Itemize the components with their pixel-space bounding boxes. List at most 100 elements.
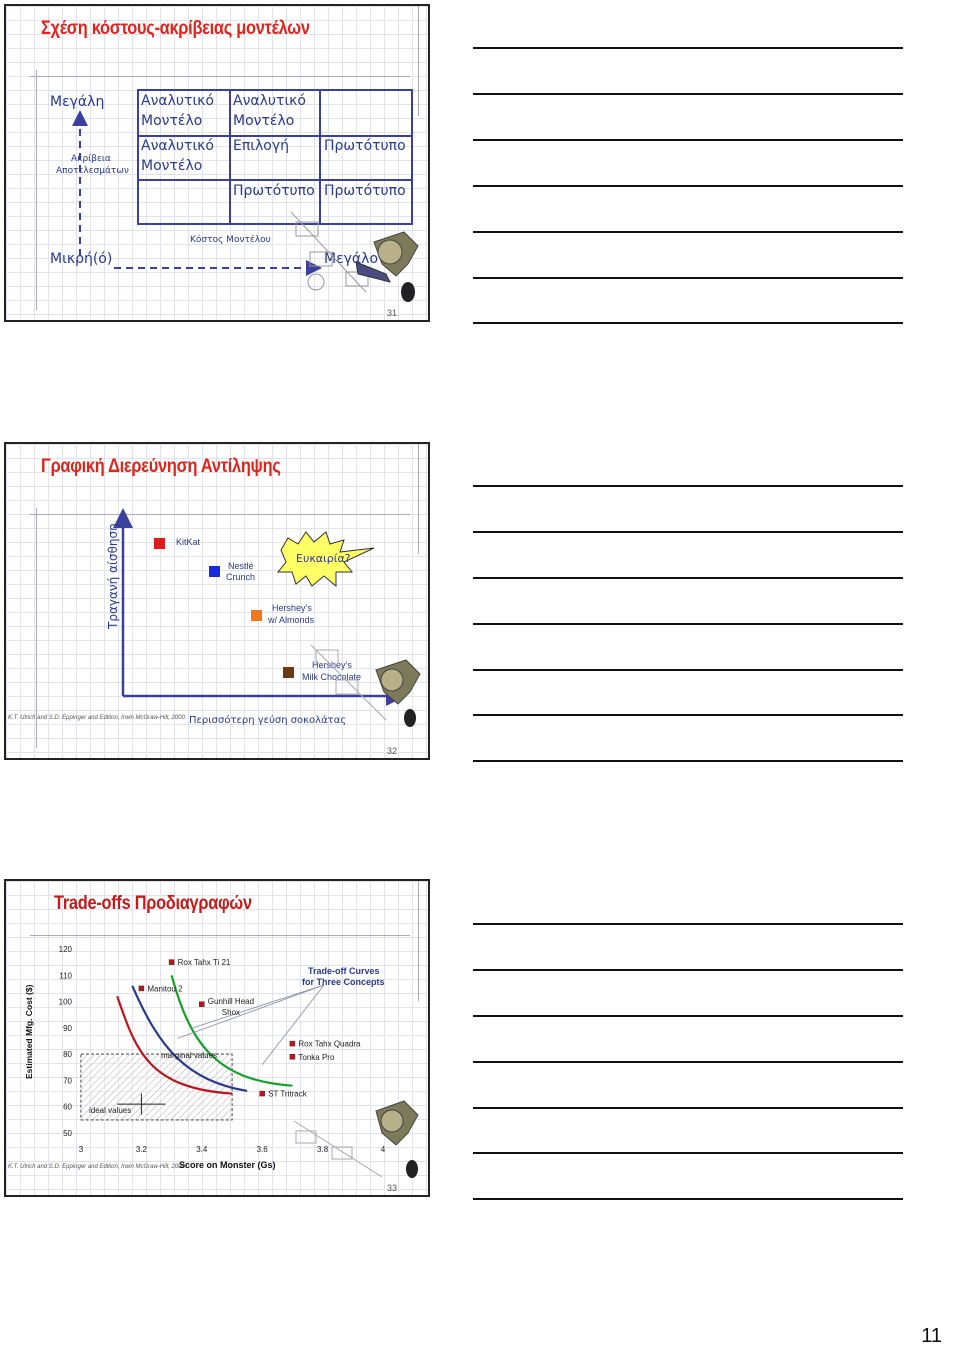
x-tick-label: 4 — [381, 1145, 386, 1154]
data-point-label: Manitou 2 — [147, 984, 183, 993]
hershey-almonds-label-2: w/ Almonds — [268, 615, 315, 625]
tradeoff-annotation-line2: for Three Concepts — [302, 977, 385, 987]
decor-line — [30, 935, 410, 936]
slide-title: Trade-offs Προδιαγραφών — [54, 893, 252, 914]
x-axis-label: Κόστος Μοντέλου — [190, 235, 271, 245]
slide-number: 31 — [387, 308, 398, 318]
decor-line — [30, 76, 410, 77]
note-line — [473, 185, 903, 187]
note-line — [473, 1198, 903, 1200]
note-line — [473, 577, 903, 579]
decor-line — [30, 514, 410, 515]
decor-line — [418, 444, 419, 554]
ideal-values-label: ideal values — [89, 1106, 132, 1115]
ideal-region — [80, 1053, 233, 1121]
hershey-milk-label-1: Hershey’s — [312, 660, 352, 670]
y-tick-label: 100 — [59, 998, 73, 1007]
slide-number: 32 — [387, 746, 398, 756]
x-tick-label: 3 — [79, 1145, 84, 1154]
x-high-label: Μεγάλο — [324, 251, 379, 267]
note-line — [473, 1107, 903, 1109]
cell-r1c2-line1: Αναλυτικό — [233, 93, 306, 109]
note-line — [473, 1152, 903, 1154]
y-axis-label-1: Ακρίβεια — [71, 154, 111, 164]
note-line — [473, 923, 903, 925]
y-tick-label: 90 — [63, 1024, 72, 1033]
data-point-label: Tonka Pro — [298, 1053, 335, 1062]
cell-r1c1-line2: Μοντέλο — [141, 113, 203, 129]
note-line — [473, 93, 903, 95]
cell-r2c1-line1: Αναλυτικό — [141, 138, 214, 154]
annotation-leader-line — [177, 984, 325, 1039]
x-tick-label: 3.8 — [317, 1145, 329, 1154]
data-point-label: ST Tritrack — [268, 1090, 308, 1099]
tradeoff-curve-navy — [131, 985, 248, 1093]
decor-line — [418, 6, 419, 116]
note-line — [473, 231, 903, 233]
y-tick-label: 80 — [63, 1050, 72, 1059]
callout-text: Ευκαιρία? — [296, 552, 351, 565]
cell-r1c2-line2: Μοντέλο — [233, 113, 295, 129]
note-line — [473, 760, 903, 762]
y-tick-label: 110 — [59, 971, 72, 980]
cell-r3c2: Πρωτότυπο — [233, 183, 315, 199]
y-tick-label: 120 — [59, 945, 73, 954]
page-number: 11 — [921, 1325, 942, 1347]
note-line — [473, 969, 903, 971]
slide-title: Γραφική Διερεύνηση Αντίληψης — [41, 456, 281, 477]
citation: K.T. Ulrich and S.D. Eppinger and Editio… — [8, 1164, 187, 1170]
note-line — [473, 139, 903, 141]
tradeoff-chart: 120 110 100 90 80 70 60 50 3 3.2 3.4 3.6 3.8 4 Rox Tah… — [59, 945, 386, 1154]
cell-r2c2: Επιλογή — [233, 138, 290, 154]
slide-32: Γραφική Διερεύνηση Αντίληψης Τραγανή αίσ… — [4, 442, 430, 760]
x-tick-label: 3.6 — [257, 1145, 269, 1154]
decor-line — [36, 70, 37, 310]
data-point — [138, 985, 145, 992]
nestle-crunch-marker — [209, 566, 220, 577]
data-point-label-line2: Shox — [222, 1008, 240, 1017]
x-axis-label: Περισσότερη γεύση σοκολάτας — [189, 715, 347, 726]
data-point — [199, 1001, 205, 1007]
x-tick-label: 3.4 — [196, 1145, 208, 1154]
note-line — [473, 1015, 903, 1017]
nestle-label-2: Crunch — [226, 572, 256, 582]
suspension-sketch-image — [310, 644, 421, 727]
data-point — [259, 1090, 265, 1097]
hershey-almonds-marker — [251, 610, 262, 621]
note-line — [473, 623, 903, 625]
tradeoff-curve-red — [116, 995, 233, 1095]
nestle-label-1: Nestlé — [228, 561, 254, 571]
perception-axes — [113, 508, 406, 706]
ideal-region-shade — [81, 1054, 232, 1120]
note-line — [473, 485, 903, 487]
y-axis-label: Τραγανή αίσθηση — [106, 523, 120, 629]
hershey-almonds-label-1: Hershey’s — [272, 603, 312, 613]
annotation-leader-line — [192, 984, 325, 1029]
decor-line — [418, 881, 419, 1001]
slide-title: Σχέση κόστους-ακρίβειας μοντέλων — [41, 18, 310, 39]
marginal-values-label: marginal values — [161, 1051, 218, 1060]
note-line — [473, 714, 903, 716]
data-point-label: Rox Tahx Ti 21 — [178, 958, 231, 967]
y-tick-label: 60 — [63, 1103, 72, 1112]
x-tick-label: 3.2 — [136, 1145, 148, 1154]
note-line — [473, 531, 903, 533]
suspension-sketch-image — [290, 211, 419, 302]
note-line — [473, 1061, 903, 1063]
note-line — [473, 669, 903, 671]
tradeoff-curve-green — [170, 974, 293, 1087]
cell-r2c3: Πρωτότυπο — [324, 138, 406, 154]
suspension-sketch-image — [293, 1100, 419, 1178]
data-point-label: Rox Tahx Quadra — [298, 1040, 361, 1049]
x-axis-label: Score on Monster (Gs) — [179, 1160, 276, 1170]
data-point — [289, 1054, 296, 1060]
y-low-label: Μικρή(ό) — [50, 251, 113, 267]
cell-r2c1-line2: Μοντέλο — [141, 158, 203, 174]
axes-svg — [72, 89, 413, 276]
decor-line — [36, 508, 37, 748]
data-point — [168, 959, 175, 965]
y-high-label: Μεγάλη — [50, 94, 105, 110]
note-line — [473, 277, 903, 279]
kitkat-marker — [154, 538, 165, 549]
y-tick-label: 70 — [63, 1076, 72, 1085]
